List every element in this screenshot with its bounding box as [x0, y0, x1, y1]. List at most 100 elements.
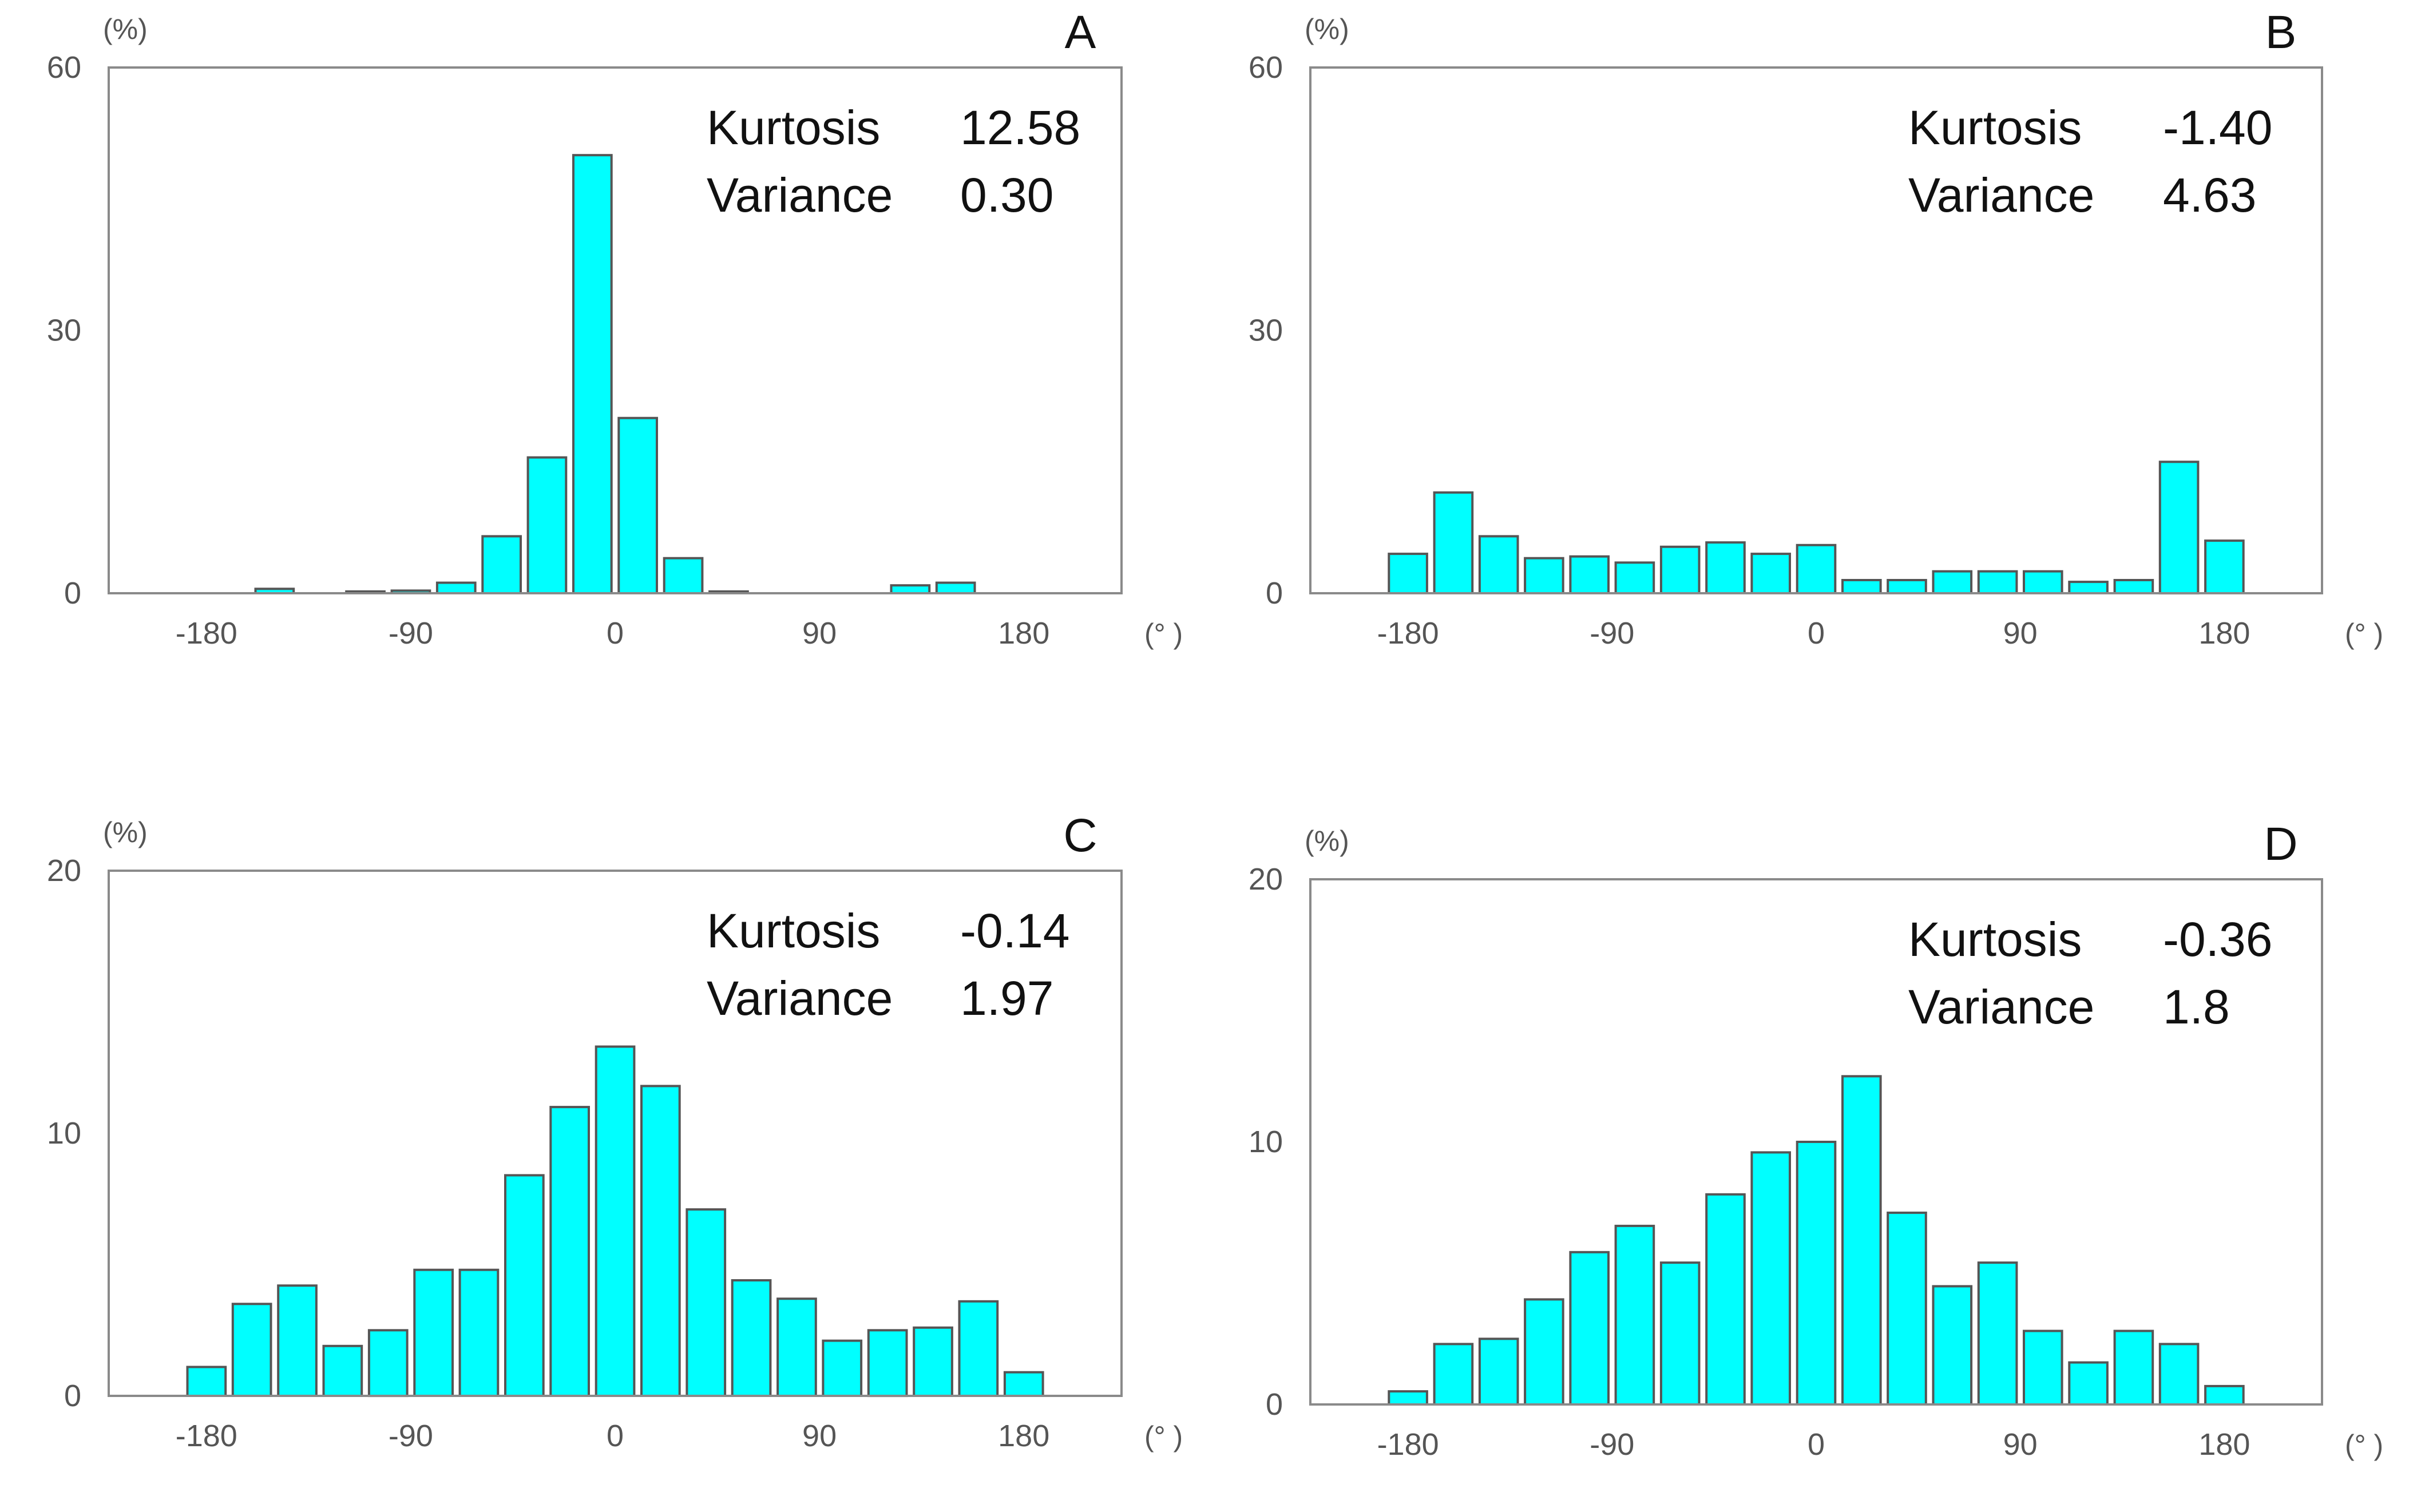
histogram-bar: [1569, 555, 1610, 595]
histogram-bar: [1750, 553, 1791, 594]
histogram-bar: [935, 581, 976, 594]
stat-label: Kurtosis: [707, 101, 880, 154]
histogram-bar: [367, 1329, 409, 1398]
x-tick-label: 90: [802, 616, 837, 650]
histogram-bar: [186, 1366, 227, 1397]
stat-value: 4.63: [2163, 168, 2257, 222]
histogram-bar: [617, 416, 659, 594]
x-tick-label: 180: [998, 1419, 1049, 1453]
stat-value: 1.97: [960, 971, 1054, 1025]
stat-value: -1.40: [2163, 101, 2272, 154]
histogram-bar: [2158, 461, 2200, 595]
x-unit-label: (° ): [1144, 618, 1183, 650]
histogram-bar: [549, 1106, 590, 1397]
y-tick-label: 0: [64, 576, 81, 610]
histogram-bar: [2068, 1361, 2109, 1406]
plot-frame: [108, 870, 1123, 1397]
stat-label: Kurtosis: [707, 904, 880, 958]
histogram-bar: [2158, 1343, 2200, 1406]
y-unit-label: (%): [1305, 13, 1349, 45]
x-tick-label: 180: [2198, 616, 2250, 650]
histogram-bar: [1524, 557, 1564, 595]
histogram-bar: [686, 1208, 727, 1398]
x-tick-label: 90: [802, 1419, 837, 1453]
histogram-bar: [481, 535, 522, 595]
histogram-bar: [1478, 535, 1519, 595]
histogram-bar: [2113, 1330, 2154, 1406]
x-tick-label: -180: [176, 616, 237, 650]
y-tick-label: 30: [1249, 313, 1283, 348]
histogram-bar: [1433, 491, 1474, 595]
panel-letter: D: [2264, 818, 2297, 870]
x-tick-label: -180: [176, 1419, 237, 1453]
histogram-panel-c: 0 10 20 -180 -90 0 90 180 (%) (° ) C Kurtosis -0.14 V…: [47, 809, 1183, 1453]
x-tick-label: -90: [1590, 1427, 1634, 1462]
histogram-bar: [2023, 1330, 2063, 1406]
histogram-bar: [1659, 545, 1701, 594]
plot-frame: [1309, 66, 2323, 594]
histogram-bar: [2204, 539, 2245, 594]
histogram-bar: [890, 584, 931, 595]
x-tick-label: -90: [389, 616, 433, 650]
histogram-bar: [1003, 1371, 1044, 1397]
histogram-bar: [322, 1344, 363, 1398]
histogram-bar: [663, 557, 704, 595]
y-tick-label: 0: [64, 1379, 81, 1413]
y-unit-label: (%): [103, 816, 148, 848]
stat-label: Variance: [1908, 980, 2094, 1034]
panel-letter: C: [1063, 809, 1097, 862]
histogram-bar: [1932, 570, 1973, 595]
y-tick-label: 60: [1249, 50, 1283, 85]
y-tick-label: 20: [1249, 862, 1283, 896]
histogram-bar: [2068, 581, 2109, 594]
histogram-bar: [1569, 1251, 1610, 1406]
x-tick-label: 180: [998, 616, 1049, 650]
histogram-bar: [1524, 1298, 1564, 1406]
histogram-bar: [1841, 1075, 1882, 1406]
x-tick-label: 0: [1808, 1427, 1825, 1462]
histogram-bar: [572, 154, 613, 594]
y-tick-label: 20: [47, 854, 81, 888]
histogram-bar: [1388, 553, 1428, 594]
plot-frame: [108, 66, 1123, 594]
x-tick-label: 0: [607, 1419, 624, 1453]
stat-value: 0.30: [960, 168, 1054, 222]
histogram-bar: [277, 1284, 318, 1397]
histogram-bar: [231, 1303, 272, 1398]
y-unit-label: (%): [1305, 825, 1349, 857]
plot-frame: [1309, 878, 2323, 1406]
histogram-bar: [1705, 541, 1746, 595]
x-unit-label: (° ): [2345, 1429, 2383, 1461]
histogram-bar: [1977, 570, 2018, 595]
histogram-bar: [1932, 1285, 1973, 1406]
histogram-bar: [1750, 1151, 1791, 1406]
histogram-bar: [458, 1268, 500, 1397]
histogram-bar: [1478, 1338, 1519, 1406]
histogram-bar: [822, 1339, 863, 1398]
y-tick-label: 30: [47, 313, 81, 348]
stat-label: Variance: [1908, 168, 2094, 222]
histogram-bar: [2023, 570, 2063, 595]
histogram-bar: [504, 1174, 545, 1397]
panel-letter: B: [2265, 6, 2297, 58]
x-tick-label: -180: [1377, 616, 1439, 650]
histogram-bar: [1887, 1211, 1927, 1406]
histogram-bar: [413, 1268, 454, 1397]
histogram-bar: [958, 1300, 999, 1398]
x-unit-label: (° ): [1144, 1420, 1183, 1453]
stat-value: -0.36: [2163, 912, 2272, 966]
x-tick-label: 180: [2198, 1427, 2250, 1462]
x-unit-label: (° ): [2345, 618, 2383, 650]
y-tick-label: 10: [47, 1116, 81, 1150]
histogram-bar: [435, 581, 477, 594]
stat-label: Variance: [707, 971, 893, 1025]
histogram-bar: [1388, 1390, 1428, 1406]
histogram-bar: [776, 1297, 817, 1397]
stat-value: 1.8: [2163, 980, 2230, 1034]
x-tick-label: -90: [389, 1419, 433, 1453]
histogram-bar: [640, 1085, 681, 1397]
histogram-bar: [1796, 543, 1837, 594]
histogram-bar: [1705, 1193, 1746, 1406]
y-tick-label: 0: [1266, 1387, 1283, 1422]
histogram-panel-d: 0 10 20 -180 -90 0 90 180 (%) (° ) D Kurtosis -0.36 V…: [1249, 818, 2383, 1462]
